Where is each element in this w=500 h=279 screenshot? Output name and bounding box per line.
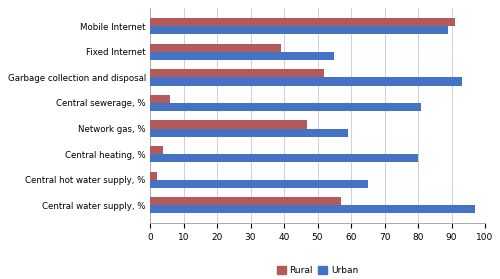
Bar: [150, 121, 308, 129]
Bar: [150, 129, 348, 137]
Bar: [150, 18, 455, 26]
Bar: [150, 69, 324, 78]
Bar: [150, 154, 418, 162]
Bar: [150, 180, 368, 188]
Bar: [150, 172, 156, 180]
Legend: Rural, Urban: Rural, Urban: [273, 263, 362, 279]
Bar: [150, 205, 475, 213]
Bar: [150, 95, 170, 103]
Bar: [150, 197, 341, 205]
Bar: [150, 78, 462, 86]
Bar: [150, 26, 448, 35]
Bar: [150, 146, 164, 154]
Bar: [150, 103, 421, 111]
Bar: [150, 52, 334, 60]
Bar: [150, 44, 280, 52]
